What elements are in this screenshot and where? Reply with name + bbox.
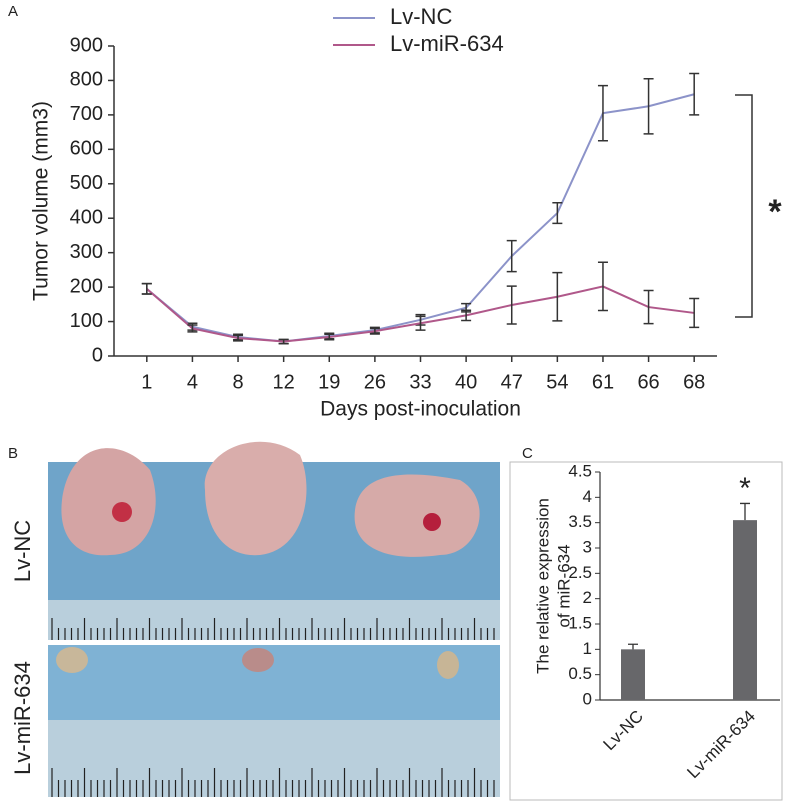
y-tick-label: 600 [70,138,103,160]
legend-label: Lv-miR-634 [390,31,504,56]
y-tick-label: 4 [583,487,592,506]
panel-frame [509,461,783,801]
x-tick-label: 1 [141,371,152,393]
significance-bracket [735,94,753,318]
y-tick-label: 1 [583,639,592,658]
tumor [354,474,480,557]
x-tick-label: 8 [232,371,243,393]
y-tick-label: 700 [70,103,103,125]
error-bar [643,289,654,325]
error-bar [552,201,563,225]
error-bar [628,643,638,650]
y-axis-label: The relative expression [533,498,552,674]
error-bar [552,271,563,322]
tumor-spot [112,502,132,522]
bar [733,520,757,700]
y-tick-label: 0 [92,344,103,366]
y-tick-label: 300 [70,241,103,263]
x-tick-label: 68 [683,371,705,393]
x-tick-label: 40 [455,371,477,393]
error-bar [689,297,700,329]
error-bar [506,285,517,325]
tumor-photo [48,441,500,797]
tumor [61,448,156,556]
error-bar [324,333,335,341]
x-tick-label: 12 [273,371,295,393]
y-tick-label: 0.5 [568,664,592,683]
error-bar [369,327,380,335]
ruler-bottom [48,720,500,797]
panel-label: A [8,3,18,20]
tumor [204,441,307,556]
ruler-top [48,600,500,640]
y-tick-label: 100 [70,310,103,332]
x-tick-label: 19 [318,371,340,393]
error-bar [689,72,700,116]
y-tick-label: 4.5 [568,461,592,480]
row-label: Lv-miR-634 [10,661,35,775]
error-bar [740,502,750,521]
x-tick-label: 54 [546,371,568,393]
significance-mark: * [739,472,751,505]
y-tick-label: 2.5 [568,563,592,582]
x-tick-label: 47 [501,371,523,393]
y-axis-label: of miR-634 [554,544,573,627]
error-bar [597,261,608,312]
error-bar [506,239,517,273]
x-tick-label: 61 [592,371,614,393]
y-tick-label: 0 [583,689,592,708]
y-axis-label: Tumor volume (mm3) [30,101,53,301]
error-bar [278,338,289,345]
tumor-spot [423,513,441,531]
x-tick-label: 33 [409,371,431,393]
error-bar [415,315,426,331]
y-tick-label: 900 [70,34,103,56]
panel-label: C [522,445,533,462]
y-tick-label: 2 [583,588,592,607]
error-bar [461,309,472,322]
series-line [146,93,695,343]
x-tick-label: 4 [187,371,198,393]
tumor [242,648,274,672]
tumor [56,647,88,673]
row-label: Lv-NC [10,520,35,582]
y-tick-label: 800 [70,69,103,91]
x-tick-label: Lv-miR-634 [683,707,759,783]
x-tick-label: 26 [364,371,386,393]
x-axis-label: Days post-inoculation [320,398,521,421]
error-bar [643,77,654,135]
y-tick-label: 200 [70,275,103,297]
y-tick-label: 3.5 [568,512,592,531]
y-tick-label: 3 [583,537,592,556]
x-tick-label: 66 [637,371,659,393]
tumor [437,651,459,679]
y-tick-label: 500 [70,172,103,194]
ruler-ticks [51,618,495,797]
error-bar [597,84,608,142]
legend-label: Lv-NC [390,4,452,29]
significance-mark: * [768,193,782,231]
error-bar [187,324,198,333]
error-bar [141,282,152,295]
panel-label: B [8,445,18,462]
bar [621,649,645,700]
y-tick-label: 400 [70,207,103,229]
y-tick-label: 1.5 [568,613,592,632]
x-tick-label: Lv-NC [600,707,647,754]
error-bar [233,334,244,342]
